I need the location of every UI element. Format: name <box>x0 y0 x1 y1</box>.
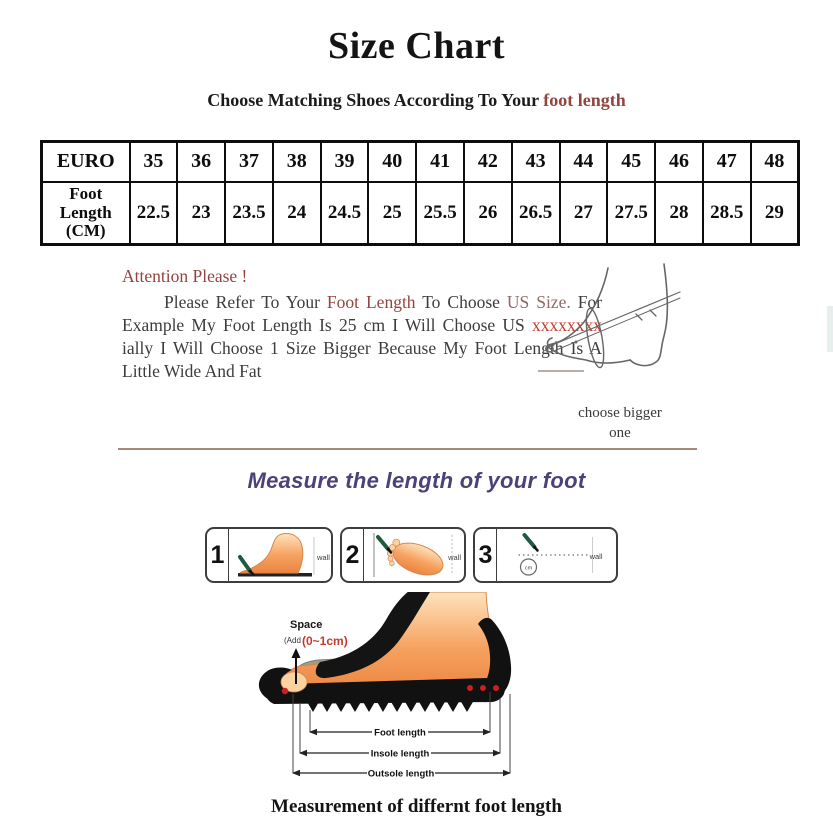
page-title: Size Chart <box>327 25 506 67</box>
foot-length-cell: 23.5 <box>224 180 274 246</box>
footer-caption: Measurement of differnt foot length <box>271 796 562 817</box>
subtitle-text: Choose Matching Shoes According To Your <box>207 90 544 110</box>
foot-length-label: Foot length <box>374 728 426 739</box>
foot-length-cell: 27.5 <box>606 180 657 246</box>
foot-length-cell: 23 <box>176 180 227 246</box>
shoe-topline <box>315 592 430 679</box>
euro-size-cell: 46 <box>654 140 704 183</box>
size-table: EURO 35 36 37 38 39 40 41 42 43 44 45 46 47 48 Foot Len… <box>40 140 800 246</box>
foot-length-cell: 24.5 <box>319 180 370 246</box>
foot-length-cell: 25.5 <box>415 180 465 246</box>
foot-length-cell: 29 <box>749 180 800 246</box>
attention-foot-length: Foot Length <box>326 292 416 312</box>
choose-bigger-caption: choose bigger one <box>578 405 662 441</box>
attention-us-size: US Size. <box>506 292 571 312</box>
cm-label: cm <box>525 566 533 572</box>
foot-length-cell: 27 <box>558 180 609 246</box>
page-subtitle: Choose Matching Shoes According To Your … <box>0 90 833 111</box>
measure-step-1: 1 wall <box>205 527 333 583</box>
euro-size-cell: 47 <box>701 140 752 183</box>
attention-text: Please Refer To Your <box>164 292 327 312</box>
foot-measure-sketch <box>538 263 681 372</box>
euro-size-cell: 38 <box>271 140 322 183</box>
euro-size-cell: 42 <box>462 140 513 183</box>
euro-size-cell: 41 <box>415 140 465 183</box>
space-label: Space <box>290 619 322 631</box>
euro-size-row: EURO 35 36 37 38 39 40 41 42 43 44 45 46 47 48 <box>40 140 800 183</box>
euro-size-cell: 45 <box>606 140 657 183</box>
attention-text: For Example My Foot Length Is 25 cm I Wi… <box>122 292 602 335</box>
heel-wrap <box>472 617 512 703</box>
step3-measure-distance-icon: cm wall <box>518 533 603 576</box>
step2-footprint-icon: wall <box>373 533 461 577</box>
wall-label: wall <box>447 553 461 562</box>
foot-length-cell: 26 <box>462 180 513 246</box>
euro-size-cell: 39 <box>319 140 370 183</box>
step-number: 2 <box>342 529 364 581</box>
step1-foot-against-wall-icon: wall <box>238 533 330 577</box>
foot-length-diagram: Space (Add (0~1cm) Foot length Insole le… <box>258 592 512 780</box>
size-table-row-label: Foot Length (CM) <box>40 180 131 246</box>
measure-heading: Measure the length of your foot <box>247 468 586 493</box>
foot-length-cell: 22.5 <box>128 180 179 246</box>
outsole-length-label: Outsole length <box>368 769 435 780</box>
wall-label: wall <box>589 552 603 561</box>
size-table-wrap: EURO 35 36 37 38 39 40 41 42 43 44 45 46 47 48 Foot Len… <box>40 140 800 246</box>
euro-size-cell: 40 <box>367 140 418 183</box>
attention-heading: Attention Please ! <box>122 266 248 286</box>
foot-length-cell: 28.5 <box>701 180 752 246</box>
euro-size-cell: 35 <box>128 140 179 183</box>
step-number: 3 <box>475 529 497 581</box>
wall-label: wall <box>316 553 330 562</box>
size-table-row-label: EURO <box>40 140 131 183</box>
foot-length-cell: 28 <box>654 180 704 246</box>
insole-length-label: Insole length <box>371 749 430 760</box>
attention-text: To Choose <box>415 292 507 312</box>
edge-artifact <box>827 306 833 352</box>
space-add-label: (Add <box>284 636 301 645</box>
attention-crossed-text: xxxxxxxx <box>532 314 602 335</box>
measure-steps: 1 wall 2 <box>205 527 618 583</box>
measure-step-2: 2 wall <box>340 527 466 583</box>
space-range-label: (0~1cm) <box>302 634 348 648</box>
attention-text: ially I Will Choose 1 Size Bigger Becaus… <box>122 337 602 381</box>
euro-size-cell: 43 <box>510 140 561 183</box>
foot-length-row: Foot Length (CM) 22.5 23 23.5 24 24.5 25 25.5 26… <box>40 180 800 246</box>
euro-size-cell: 36 <box>176 140 227 183</box>
measure-step-3: 3 cm wall <box>473 527 618 583</box>
foot-length-cell: 26.5 <box>510 180 561 246</box>
euro-size-cell: 37 <box>224 140 274 183</box>
sole-tread <box>306 692 474 712</box>
foot-length-cell: 25 <box>367 180 418 246</box>
subtitle-highlight: foot length <box>543 90 626 110</box>
euro-size-cell: 48 <box>749 140 800 183</box>
euro-size-cell: 44 <box>558 140 609 183</box>
foot-length-cell: 24 <box>271 180 322 246</box>
attention-paragraph: Please Refer To Your Foot Length To Choo… <box>122 291 602 383</box>
attention-block: Attention Please ! Please Refer To Your … <box>122 266 602 383</box>
step-number: 1 <box>207 529 229 581</box>
size-table-body: EURO 35 36 37 38 39 40 41 42 43 44 45 46 47 48 Foot Len… <box>40 140 800 246</box>
section-divider <box>118 448 697 450</box>
